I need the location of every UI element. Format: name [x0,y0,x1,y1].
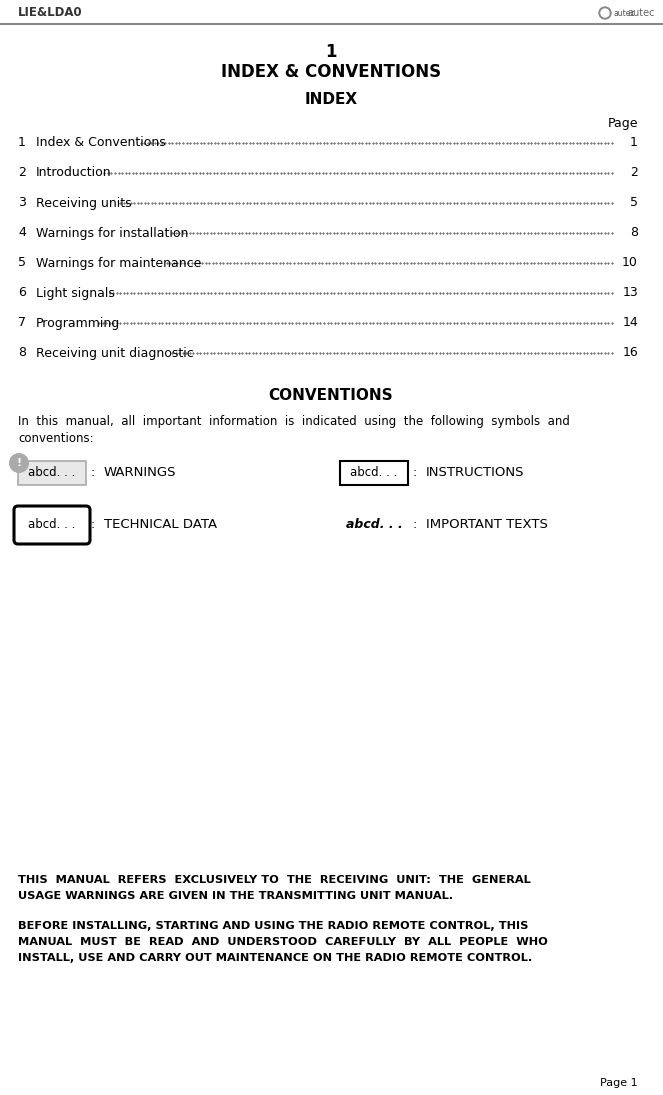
Text: :: : [91,519,95,531]
Text: Programming: Programming [36,316,120,330]
Text: USAGE WARNINGS ARE GIVEN IN THE TRANSMITTING UNIT MANUAL.: USAGE WARNINGS ARE GIVEN IN THE TRANSMIT… [18,891,453,901]
Text: 5: 5 [630,196,638,209]
Text: 8: 8 [18,346,26,359]
Text: 13: 13 [623,287,638,300]
Text: BEFORE INSTALLING, STARTING AND USING THE RADIO REMOTE CONTROL, THIS: BEFORE INSTALLING, STARTING AND USING TH… [18,921,528,931]
Text: 1: 1 [326,43,337,61]
Text: 2: 2 [630,166,638,180]
Text: autec: autec [613,9,634,18]
Circle shape [10,454,28,472]
Text: TECHNICAL DATA: TECHNICAL DATA [104,519,217,531]
Text: 1: 1 [630,137,638,150]
Circle shape [599,7,611,19]
Text: abcd. . .: abcd. . . [29,519,76,531]
Text: 16: 16 [623,346,638,359]
Text: Warnings for maintenance: Warnings for maintenance [36,256,202,269]
Text: 4: 4 [18,227,26,240]
Text: 10: 10 [622,256,638,269]
Text: :: : [413,519,417,531]
Text: INSTALL, USE AND CARRY OUT MAINTENANCE ON THE RADIO REMOTE CONTROL.: INSTALL, USE AND CARRY OUT MAINTENANCE O… [18,953,532,963]
Text: :: : [91,466,95,480]
Text: 3: 3 [18,196,26,209]
Text: Receiving units: Receiving units [36,196,132,209]
Text: In  this  manual,  all  important  information  is  indicated  using  the  follo: In this manual, all important informatio… [18,415,570,428]
Text: abcd. . .: abcd. . . [350,466,398,480]
Text: INDEX & CONVENTIONS: INDEX & CONVENTIONS [221,64,441,81]
Text: 6: 6 [18,287,26,300]
Text: Light signals: Light signals [36,287,115,300]
Text: 5: 5 [18,256,26,269]
Text: Introduction: Introduction [36,166,111,180]
Text: LIE&LDA0: LIE&LDA0 [18,7,83,20]
Text: WARNINGS: WARNINGS [104,466,176,480]
Text: INSTRUCTIONS: INSTRUCTIONS [426,466,524,480]
Text: MANUAL  MUST  BE  READ  AND  UNDERSTOOD  CAREFULLY  BY  ALL  PEOPLE  WHO: MANUAL MUST BE READ AND UNDERSTOOD CAREF… [18,937,548,947]
Text: Warnings for installation: Warnings for installation [36,227,188,240]
Text: CONVENTIONS: CONVENTIONS [269,388,393,403]
Text: 2: 2 [18,166,26,180]
FancyBboxPatch shape [14,506,90,544]
Text: Index & Conventions: Index & Conventions [36,137,166,150]
Text: !: ! [17,458,22,468]
Text: Receiving unit diagnostic: Receiving unit diagnostic [36,346,194,359]
Text: 1: 1 [18,137,26,150]
Circle shape [601,9,609,18]
Text: :: : [413,466,417,480]
Text: Page: Page [607,117,638,130]
Text: abcd. . .: abcd. . . [29,466,76,480]
Text: Page 1: Page 1 [601,1077,638,1088]
FancyBboxPatch shape [340,461,408,485]
Text: abcd. . .: abcd. . . [345,519,402,531]
Text: IMPORTANT TEXTS: IMPORTANT TEXTS [426,519,548,531]
Text: 14: 14 [623,316,638,330]
FancyBboxPatch shape [18,461,86,485]
Text: conventions:: conventions: [18,431,93,445]
Text: 7: 7 [18,316,26,330]
Text: INDEX: INDEX [304,92,357,107]
Text: THIS  MANUAL  REFERS  EXCLUSIVELY TO  THE  RECEIVING  UNIT:  THE  GENERAL: THIS MANUAL REFERS EXCLUSIVELY TO THE RE… [18,875,531,885]
Text: autec: autec [627,8,655,18]
Text: 8: 8 [630,227,638,240]
